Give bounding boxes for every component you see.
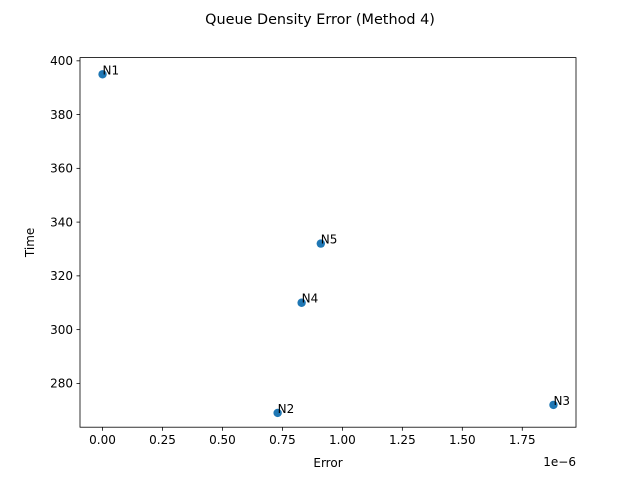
x-tick-label: 0.75 bbox=[269, 433, 296, 447]
x-tick-label: 0.50 bbox=[209, 433, 236, 447]
x-tick-label: 0.00 bbox=[89, 433, 116, 447]
x-tick-label: 1.25 bbox=[389, 433, 416, 447]
data-point-n4 bbox=[297, 298, 306, 307]
point-label-n5: N5 bbox=[321, 233, 338, 247]
x-axis-ticks: 0.00 0.25 0.50 0.75 1.00 1.25 1.50 1.75 bbox=[89, 427, 536, 447]
x-tick-label: 1.50 bbox=[449, 433, 476, 447]
plot-frame bbox=[79, 57, 577, 428]
y-tick-label: 360 bbox=[50, 162, 73, 176]
point-label-n3: N3 bbox=[553, 394, 570, 408]
data-point-n3 bbox=[549, 400, 558, 410]
point-label-n1: N1 bbox=[103, 63, 120, 77]
data-points: N1 N2 N3 N4 N5 bbox=[98, 63, 570, 418]
y-tick-label: 340 bbox=[50, 215, 73, 229]
point-label-n4: N4 bbox=[302, 292, 319, 306]
x-axis-label: Error bbox=[313, 456, 342, 470]
x-axis-offset-text: 1e−6 bbox=[543, 455, 576, 469]
chart-title: Queue Density Error (Method 4) bbox=[205, 12, 435, 28]
y-tick-label: 400 bbox=[50, 54, 73, 68]
y-tick-label: 380 bbox=[50, 108, 73, 122]
y-axis-ticks: 280 300 320 340 360 380 400 bbox=[50, 54, 80, 391]
x-tick-label: 1.75 bbox=[509, 433, 536, 447]
y-tick-label: 300 bbox=[50, 323, 73, 337]
y-axis-label: Time bbox=[23, 228, 37, 258]
data-point-n2 bbox=[273, 408, 282, 418]
x-tick-label: 1.00 bbox=[329, 433, 356, 447]
x-tick-label: 0.25 bbox=[149, 433, 176, 447]
y-tick-label: 280 bbox=[50, 377, 73, 391]
data-point-n1 bbox=[98, 70, 107, 79]
point-label-n2: N2 bbox=[278, 402, 295, 416]
data-point-n5 bbox=[316, 239, 326, 248]
y-tick-label: 320 bbox=[50, 269, 73, 283]
